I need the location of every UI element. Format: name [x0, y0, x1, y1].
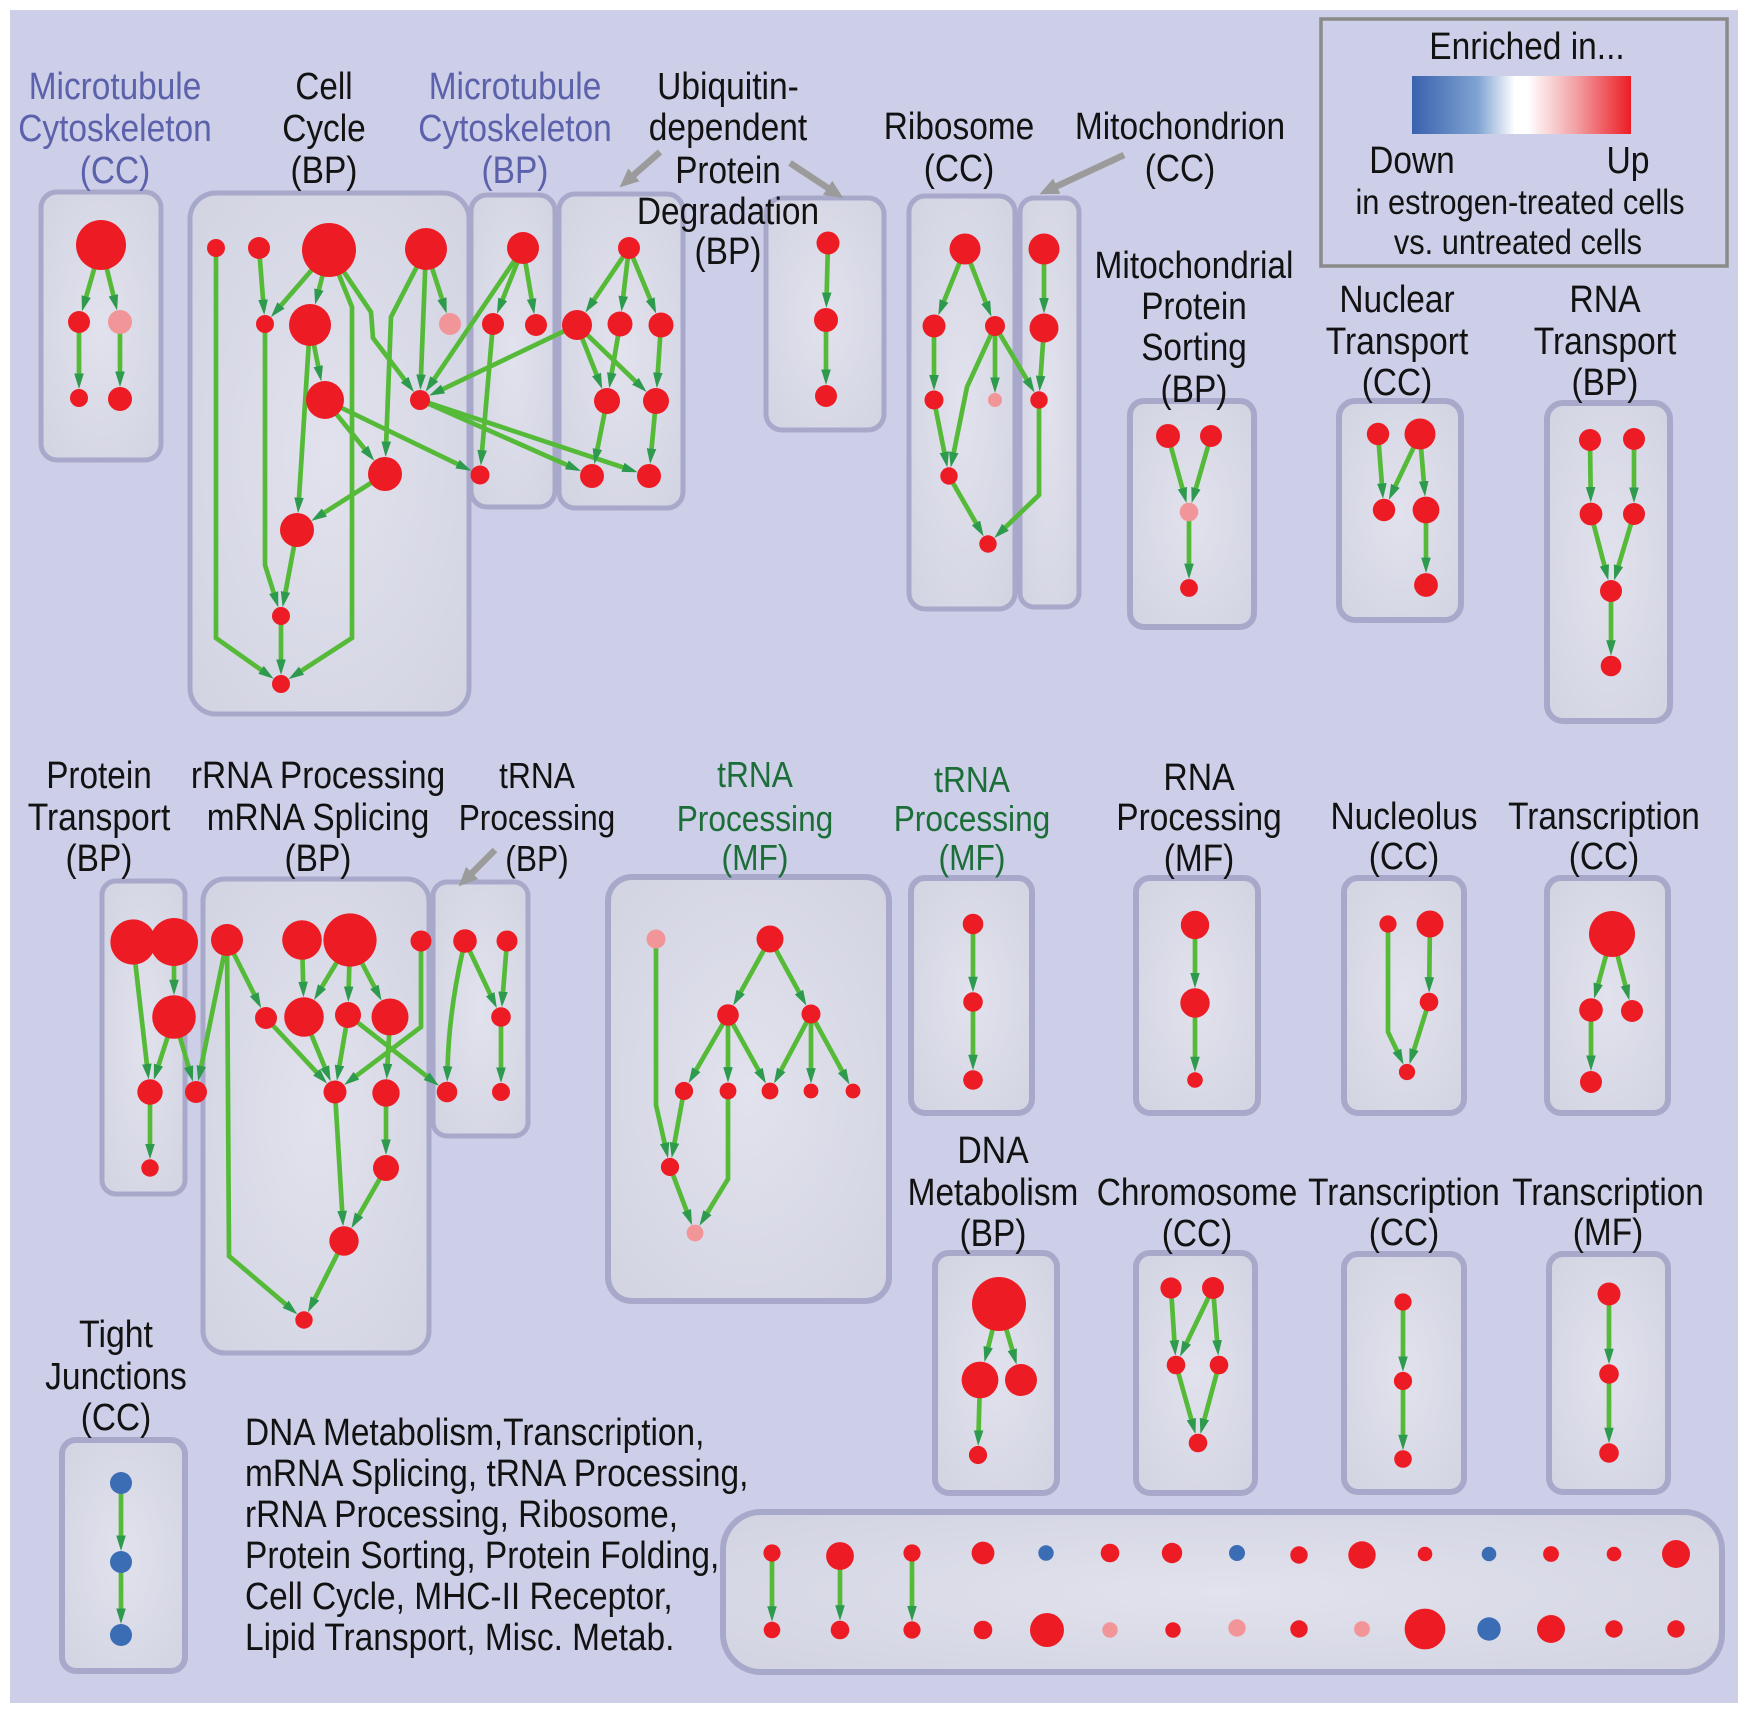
svg-text:Up: Up [1606, 140, 1649, 182]
svg-text:mRNA Splicing: mRNA Splicing [207, 797, 430, 839]
svg-text:Sorting: Sorting [1141, 327, 1247, 369]
svg-text:(BP): (BP) [1572, 362, 1639, 404]
svg-text:Lipid Transport, Misc. Metab.: Lipid Transport, Misc. Metab. [245, 1617, 674, 1659]
svg-text:Protein Sorting, Protein Foldi: Protein Sorting, Protein Folding, [245, 1535, 719, 1577]
svg-text:(BP): (BP) [285, 838, 352, 880]
svg-text:Chromosome: Chromosome [1097, 1172, 1298, 1214]
svg-text:(CC): (CC) [80, 150, 150, 192]
svg-text:(BP): (BP) [66, 838, 133, 880]
svg-text:Mitochondrion: Mitochondrion [1075, 106, 1285, 148]
svg-text:Protein: Protein [675, 150, 781, 192]
svg-text:RNA: RNA [1163, 757, 1235, 799]
svg-text:(BP): (BP) [960, 1213, 1027, 1255]
svg-text:DNA Metabolism,Transcription,: DNA Metabolism,Transcription, [245, 1412, 704, 1454]
svg-text:Cycle: Cycle [282, 108, 366, 150]
svg-text:Down: Down [1369, 140, 1454, 182]
svg-text:Transcription: Transcription [1308, 1172, 1500, 1214]
svg-text:Transport: Transport [1534, 321, 1677, 363]
svg-text:(CC): (CC) [1145, 148, 1215, 190]
svg-text:Ubiquitin-: Ubiquitin- [657, 66, 799, 108]
svg-text:rRNA Processing: rRNA Processing [191, 755, 445, 797]
svg-text:(BP): (BP) [291, 150, 358, 192]
svg-text:Processing: Processing [894, 798, 1051, 839]
svg-text:tRNA: tRNA [717, 754, 793, 795]
svg-text:Processing: Processing [1116, 797, 1281, 839]
svg-text:rRNA Processing, Ribosome,: rRNA Processing, Ribosome, [245, 1494, 678, 1536]
svg-text:Cytoskeleton: Cytoskeleton [418, 108, 612, 150]
svg-text:mRNA Splicing, tRNA Processing: mRNA Splicing, tRNA Processing, [245, 1453, 748, 1495]
svg-text:tRNA: tRNA [499, 755, 575, 796]
svg-text:Degradation: Degradation [637, 191, 819, 233]
svg-text:(BP): (BP) [695, 231, 762, 273]
svg-text:Protein: Protein [46, 755, 152, 797]
svg-text:Nucleolus: Nucleolus [1331, 796, 1478, 838]
svg-text:RNA: RNA [1569, 279, 1641, 321]
svg-text:(CC): (CC) [1569, 836, 1639, 878]
svg-text:Microtubule: Microtubule [429, 66, 602, 108]
svg-text:Transport: Transport [28, 797, 171, 839]
svg-text:Nuclear: Nuclear [1339, 279, 1455, 321]
svg-text:Junctions: Junctions [45, 1356, 187, 1398]
svg-text:Transcription: Transcription [1508, 796, 1700, 838]
svg-text:tRNA: tRNA [934, 759, 1010, 800]
svg-text:Transport: Transport [1326, 321, 1469, 363]
svg-text:DNA: DNA [957, 1130, 1029, 1172]
svg-text:(MF): (MF) [1573, 1212, 1643, 1254]
svg-text:vs. untreated cells: vs. untreated cells [1394, 223, 1642, 262]
svg-text:Cell: Cell [295, 66, 352, 108]
svg-text:Microtubule: Microtubule [29, 66, 202, 108]
svg-text:(CC): (CC) [924, 148, 994, 190]
svg-text:Metabolism: Metabolism [908, 1172, 1079, 1214]
svg-text:in estrogen-treated cells: in estrogen-treated cells [1355, 183, 1684, 222]
svg-text:(MF): (MF) [722, 837, 789, 878]
svg-text:(CC): (CC) [1162, 1213, 1232, 1255]
svg-text:Transcription: Transcription [1512, 1172, 1704, 1214]
svg-text:Mitochondrial: Mitochondrial [1095, 245, 1294, 287]
svg-text:(BP): (BP) [482, 150, 549, 192]
svg-text:(CC): (CC) [1362, 362, 1432, 404]
svg-text:(CC): (CC) [1369, 836, 1439, 878]
svg-text:(MF): (MF) [939, 837, 1006, 878]
svg-text:Protein: Protein [1141, 286, 1247, 328]
svg-text:Cell Cycle, MHC-II Receptor,: Cell Cycle, MHC-II Receptor, [245, 1576, 673, 1618]
svg-text:Enriched in...: Enriched in... [1429, 26, 1624, 68]
svg-text:Processing: Processing [677, 798, 834, 839]
svg-text:Tight: Tight [79, 1314, 153, 1356]
svg-text:dependent: dependent [649, 107, 808, 149]
svg-text:Ribosome: Ribosome [884, 106, 1035, 148]
svg-text:(BP): (BP) [505, 838, 568, 879]
svg-text:Processing: Processing [459, 797, 616, 838]
svg-text:(CC): (CC) [1369, 1212, 1439, 1254]
svg-text:(MF): (MF) [1164, 838, 1234, 880]
svg-text:Cytoskeleton: Cytoskeleton [18, 108, 212, 150]
svg-text:(CC): (CC) [81, 1397, 151, 1439]
svg-text:(BP): (BP) [1161, 369, 1228, 411]
